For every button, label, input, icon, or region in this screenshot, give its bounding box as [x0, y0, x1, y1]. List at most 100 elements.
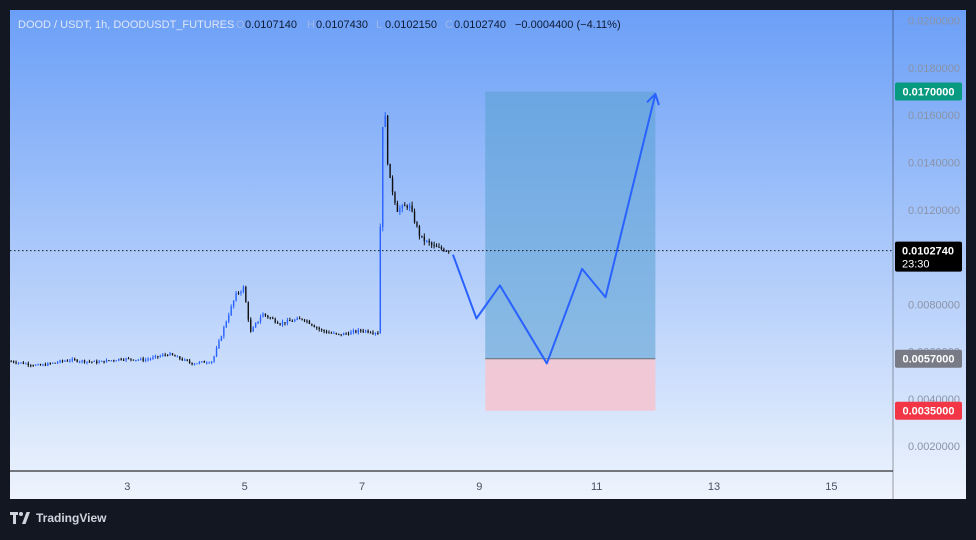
candle [281, 319, 284, 327]
candle [91, 361, 93, 364]
candle-body [330, 332, 333, 334]
candle [118, 358, 120, 362]
candle-body [215, 348, 218, 357]
candle [374, 332, 377, 336]
candle-body [103, 360, 105, 363]
candle [108, 360, 110, 362]
candle-body [355, 330, 357, 333]
candle-body [250, 319, 252, 332]
candle [196, 363, 198, 365]
candle-body [81, 360, 83, 362]
candle-body [264, 313, 267, 316]
candle [330, 331, 333, 334]
candle [142, 356, 144, 363]
candle-body [191, 362, 193, 365]
target-price-badge[interactable]: 0.0170000 [895, 82, 962, 101]
candle-body [12, 361, 15, 363]
candle [245, 285, 247, 303]
candle-body [61, 360, 64, 362]
candle [76, 359, 78, 363]
candle-body [54, 362, 56, 364]
candle-body [137, 359, 139, 361]
candle [435, 243, 438, 248]
candle [430, 241, 433, 249]
candle [164, 352, 166, 357]
candle [267, 314, 269, 319]
candle [259, 314, 262, 324]
candle-body [118, 358, 120, 361]
candle-body [78, 361, 81, 363]
candle [426, 239, 428, 243]
candle-body [298, 318, 301, 320]
candle-body [384, 115, 386, 127]
candle [313, 324, 316, 328]
candle [360, 328, 362, 333]
candle-body [262, 313, 264, 318]
candle-body [408, 205, 411, 208]
candle [252, 326, 254, 332]
candle-body [259, 317, 262, 322]
low-value: 0.0102150 [385, 19, 437, 31]
candle-body [428, 240, 430, 243]
candle [367, 329, 369, 334]
candle-body [413, 211, 416, 223]
stop-price-badge[interactable]: 0.0035000 [895, 401, 962, 420]
candle [333, 331, 335, 334]
candle [240, 290, 242, 296]
high-value: 0.0107430 [316, 19, 368, 31]
candle-body [423, 236, 426, 242]
candle-body [179, 356, 181, 359]
candle-body [39, 364, 42, 366]
candle [54, 362, 56, 364]
candle [32, 364, 34, 367]
candle-body [30, 365, 32, 367]
candle-body [37, 364, 39, 366]
candle [225, 320, 228, 329]
candle [257, 321, 259, 325]
candle [308, 319, 311, 325]
candle-body [448, 251, 450, 253]
current-price-label: 0.0102740 [902, 246, 954, 258]
candle-body [306, 320, 308, 322]
candle [335, 332, 338, 335]
candle [448, 250, 450, 254]
candle [66, 359, 69, 362]
target-price-badge-bg [895, 82, 962, 101]
candle-body [320, 329, 323, 331]
candle-body [47, 363, 49, 366]
candle [88, 359, 91, 363]
candle-body [135, 359, 137, 361]
candle [338, 333, 340, 336]
candle-body [20, 362, 22, 364]
candle [262, 312, 264, 318]
candle-body [254, 323, 257, 328]
candle-body [132, 359, 135, 361]
stop-price-badge-bg [895, 401, 962, 420]
candle-body [196, 363, 198, 365]
candle [362, 328, 364, 333]
candle-body [286, 320, 289, 324]
candle-body [333, 332, 335, 334]
candle-body [372, 332, 374, 334]
candle-body [433, 244, 435, 246]
candle [171, 352, 174, 356]
candle [438, 243, 440, 248]
candle [44, 362, 47, 367]
candle-body [176, 356, 179, 358]
candle-body [274, 318, 276, 323]
candle-body [113, 360, 115, 362]
candle-body [49, 363, 51, 365]
candle [328, 330, 330, 334]
candle [433, 241, 435, 249]
candle [291, 319, 294, 323]
candle-body [86, 361, 88, 363]
candle [186, 359, 188, 362]
candle-body [25, 363, 27, 365]
entry-price-badge[interactable]: 0.0057000 [895, 349, 962, 368]
candle-body [345, 333, 347, 335]
candle-body [22, 362, 25, 364]
candle-body [435, 245, 438, 247]
